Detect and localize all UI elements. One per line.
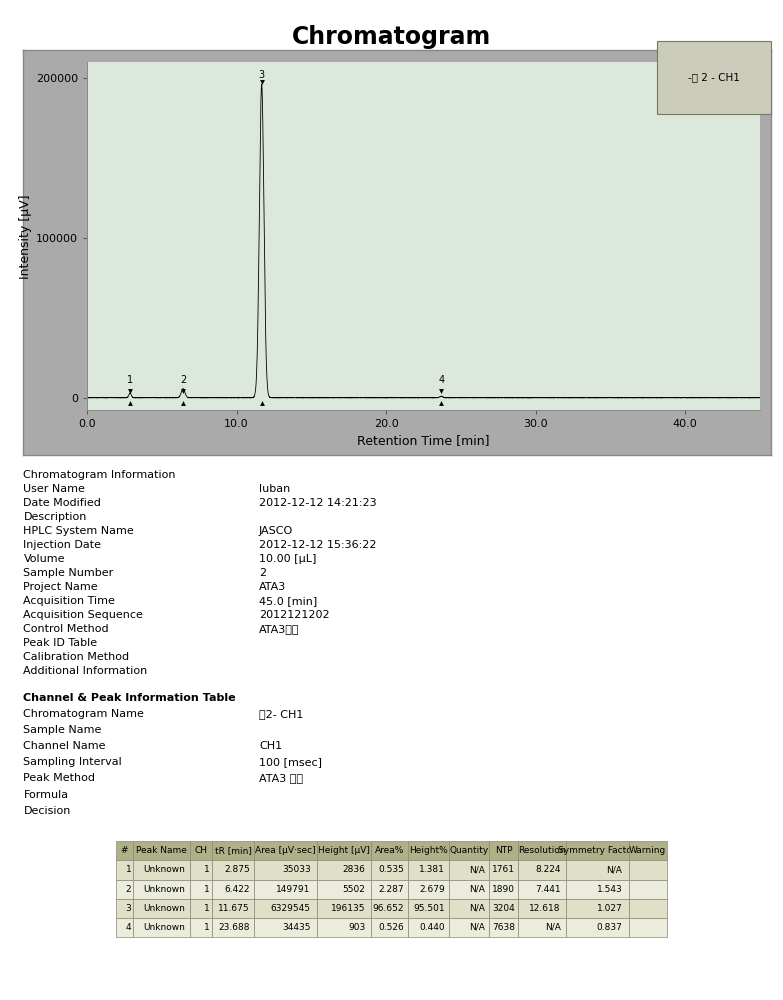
Text: 2012121202: 2012121202 <box>259 610 330 620</box>
Text: 100 [msec]: 100 [msec] <box>259 757 322 767</box>
Text: 2012-12-12 14:21:23: 2012-12-12 14:21:23 <box>259 498 377 508</box>
Text: HPLC System Name: HPLC System Name <box>23 526 134 536</box>
Text: ATA3方法: ATA3方法 <box>259 624 300 634</box>
Text: Formula: Formula <box>23 790 69 800</box>
Text: Channel & Peak Information Table: Channel & Peak Information Table <box>23 693 236 703</box>
Text: Sample Number: Sample Number <box>23 568 114 578</box>
X-axis label: Retention Time [min]: Retention Time [min] <box>357 434 490 447</box>
Text: 4: 4 <box>438 375 445 385</box>
Text: Channel Name: Channel Name <box>23 741 106 751</box>
Text: Additional Information: Additional Information <box>23 666 148 676</box>
Text: User Name: User Name <box>23 484 85 494</box>
Text: Sampling Interval: Sampling Interval <box>23 757 122 767</box>
Text: Chromatogram Name: Chromatogram Name <box>23 709 144 719</box>
Text: 1: 1 <box>127 375 133 385</box>
Text: Acquisition Sequence: Acquisition Sequence <box>23 610 143 620</box>
Text: luban: luban <box>259 484 290 494</box>
Text: 45.0 [min]: 45.0 [min] <box>259 596 317 606</box>
Text: -杂 2 - CH1: -杂 2 - CH1 <box>688 73 740 83</box>
Text: Peak ID Table: Peak ID Table <box>23 638 98 648</box>
Text: ATA3: ATA3 <box>259 582 287 592</box>
Text: 2: 2 <box>259 568 266 578</box>
Text: Chromatogram Information: Chromatogram Information <box>23 470 176 480</box>
Y-axis label: Intensity [μV]: Intensity [μV] <box>19 194 32 279</box>
Text: Sample Name: Sample Name <box>23 725 102 735</box>
Text: Volume: Volume <box>23 554 65 564</box>
Text: Control Method: Control Method <box>23 624 109 634</box>
Text: Acquisition Time: Acquisition Time <box>23 596 115 606</box>
Text: Calibration Method: Calibration Method <box>23 652 130 662</box>
Text: Date Modified: Date Modified <box>23 498 101 508</box>
Text: 3: 3 <box>258 70 265 80</box>
Text: JASCO: JASCO <box>259 526 294 536</box>
Text: Injection Date: Injection Date <box>23 540 102 550</box>
Text: Description: Description <box>23 512 87 522</box>
Text: ATA3 杂质: ATA3 杂质 <box>259 773 303 783</box>
Text: 构2- CH1: 构2- CH1 <box>259 709 303 719</box>
Text: 10.00 [μL]: 10.00 [μL] <box>259 554 316 564</box>
Text: CH1: CH1 <box>259 741 282 751</box>
Text: 2: 2 <box>180 375 186 385</box>
Text: 2012-12-12 15:36:22: 2012-12-12 15:36:22 <box>259 540 377 550</box>
Text: Chromatogram: Chromatogram <box>292 25 491 49</box>
Text: Decision: Decision <box>23 806 71 816</box>
Text: Project Name: Project Name <box>23 582 98 592</box>
Text: Peak Method: Peak Method <box>23 773 96 783</box>
